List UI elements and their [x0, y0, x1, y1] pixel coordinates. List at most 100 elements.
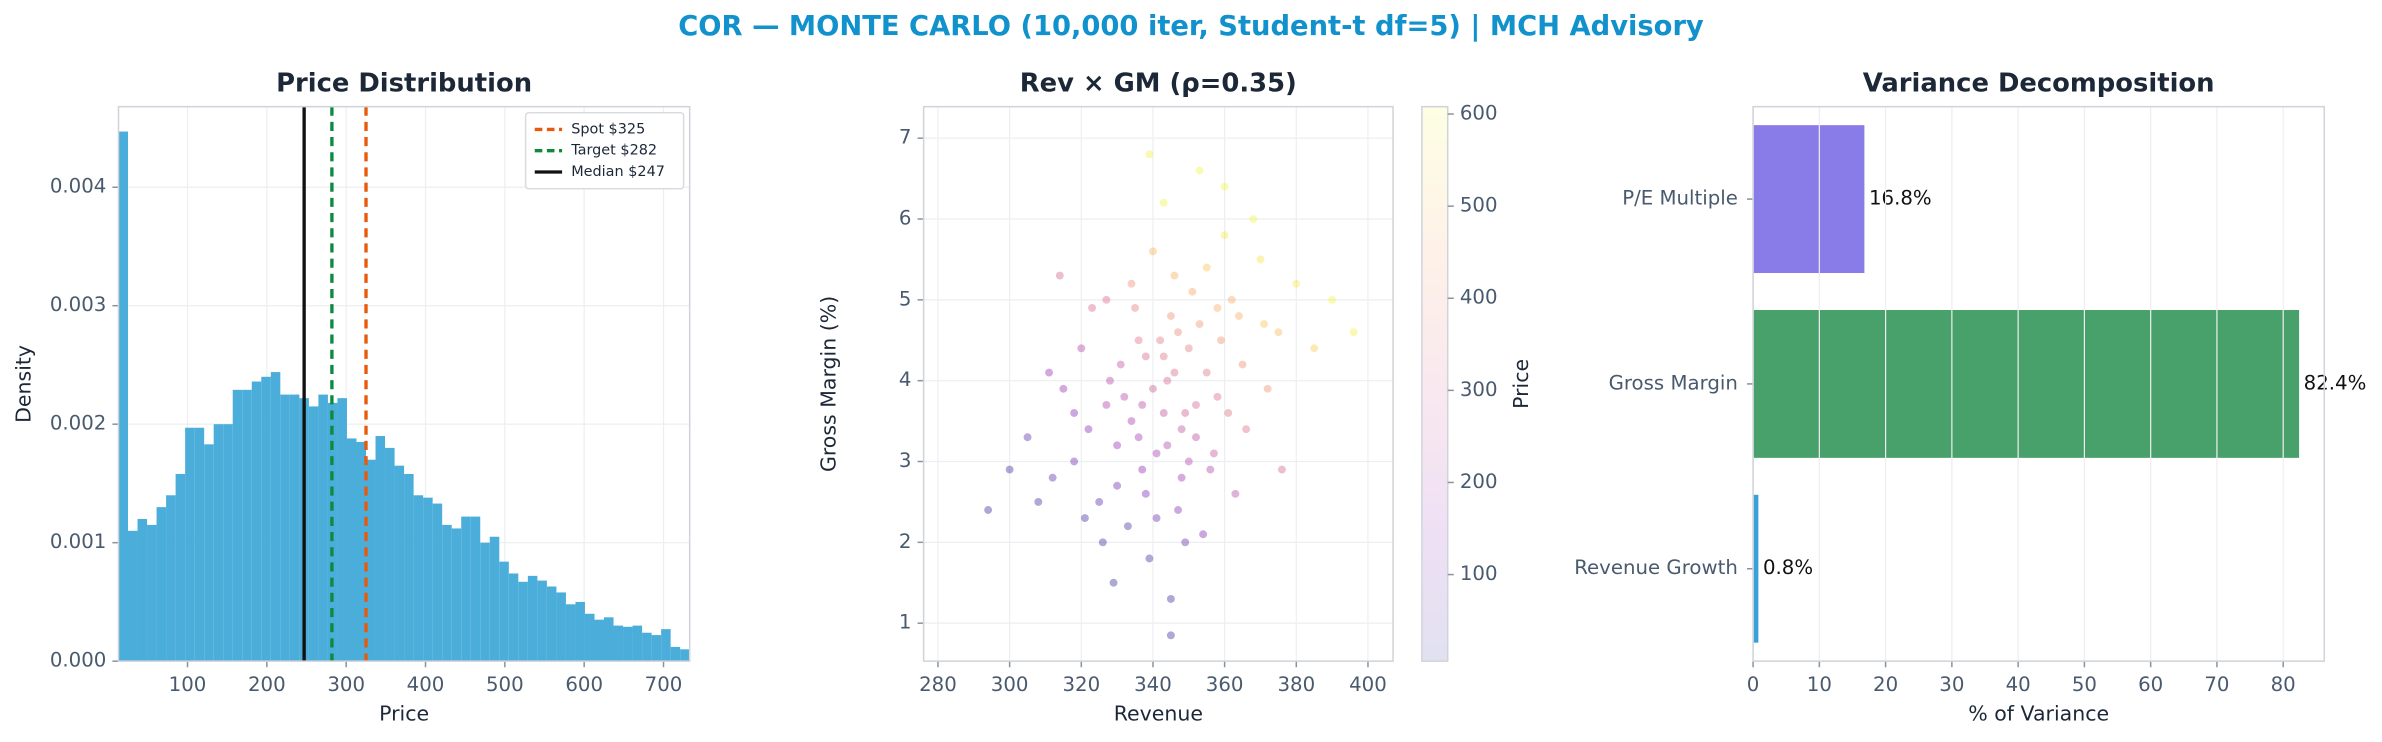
- histogram-bar: [346, 438, 357, 662]
- scatter-point: [1134, 433, 1143, 442]
- colorbar: [1421, 105, 1449, 662]
- histogram-bar: [527, 575, 538, 662]
- histogram-bar: [337, 398, 347, 662]
- histogram-bar: [366, 459, 376, 662]
- x-tick-label: 280: [919, 673, 957, 696]
- scatter-point: [1109, 578, 1118, 587]
- scatter-point: [1120, 392, 1129, 401]
- scatter-point: [1034, 497, 1043, 506]
- histogram-bar: [318, 394, 328, 662]
- scatter-point: [1224, 409, 1233, 417]
- histogram-bar: [423, 497, 433, 662]
- histogram-bar: [680, 649, 690, 662]
- y-tick-label: Gross Margin: [1609, 371, 1738, 394]
- scatter-point: [1213, 392, 1222, 401]
- histogram-bar: [242, 389, 252, 662]
- histogram-bar: [623, 626, 633, 662]
- scatter-point: [1145, 150, 1154, 159]
- histogram-bar: [508, 573, 519, 662]
- histogram-bar: [584, 613, 595, 662]
- scatter-point: [1106, 376, 1114, 385]
- y-tick-label: 4: [899, 368, 912, 391]
- x-tick-label: 70: [2204, 673, 2229, 696]
- scatter-point: [984, 506, 993, 514]
- x-tick-label: 700: [645, 673, 683, 696]
- histogram-bar: [537, 580, 547, 662]
- histogram-bar: [518, 581, 528, 662]
- histogram-bar: [204, 444, 214, 662]
- scatter-point: [1159, 409, 1168, 417]
- histogram-bar: [213, 424, 224, 662]
- histogram-bar: [404, 473, 414, 662]
- x-tick-label: 100: [169, 673, 207, 696]
- histogram-bar: [147, 524, 157, 662]
- scatter-point: [1235, 312, 1243, 320]
- histogram-bar: [451, 528, 462, 662]
- scatter-point: [1238, 360, 1247, 369]
- x-tick-label: 80: [2271, 673, 2296, 696]
- y-tick-label: 2: [899, 530, 912, 553]
- scatter-point: [1113, 441, 1122, 450]
- scatter-point: [1098, 538, 1107, 547]
- scatter-point: [1292, 279, 1301, 288]
- bar: [1753, 309, 2300, 458]
- colorbar-tick-label: 300: [1460, 378, 1498, 401]
- histogram-bar: [308, 406, 319, 662]
- histogram-bar: [185, 427, 195, 662]
- x-tick-label: 50: [2072, 673, 2097, 696]
- histogram-bar: [575, 601, 585, 662]
- histogram-bar: [594, 619, 605, 662]
- histogram-bar: [632, 625, 643, 662]
- histogram-bar: [137, 518, 148, 662]
- scatter-point: [1184, 344, 1193, 353]
- y-tick-label: 1: [899, 611, 912, 634]
- x-tick-label: 10: [1807, 673, 1832, 696]
- scatter-point: [1149, 247, 1157, 256]
- colorbar-label: Price: [1509, 359, 1533, 409]
- y-tick-label: Revenue Growth: [1574, 556, 1738, 579]
- scatter-point: [1349, 328, 1358, 337]
- x-axis-label: Revenue: [1114, 701, 1203, 725]
- y-tick-label: 0.002: [50, 412, 107, 435]
- scatter-point: [1102, 295, 1111, 304]
- scatter-point: [1177, 425, 1186, 434]
- histogram-bar: [194, 427, 205, 662]
- y-tick-label: P/E Multiple: [1622, 187, 1738, 210]
- histogram-bar: [432, 503, 443, 662]
- scatter-point: [1113, 481, 1122, 490]
- histogram-bar: [565, 604, 576, 662]
- scatter-point: [1274, 328, 1283, 337]
- scatter-point: [1131, 303, 1139, 312]
- histogram-bar: [556, 592, 566, 662]
- histogram-bar: [661, 629, 671, 662]
- value-label: 16.8%: [1869, 187, 1932, 210]
- scatter-point: [1227, 295, 1236, 304]
- histogram-bar: [651, 635, 662, 662]
- scatter-point: [1220, 231, 1229, 240]
- histogram-bar: [327, 402, 338, 662]
- x-tick-label: 600: [565, 673, 603, 696]
- scatter-point: [1188, 287, 1197, 296]
- scatter-point: [1195, 166, 1204, 175]
- scatter-point: [1263, 384, 1272, 393]
- histogram-bar: [470, 516, 481, 662]
- scatter-point: [1152, 514, 1161, 523]
- scatter-point: [1077, 344, 1086, 353]
- x-tick-label: 20: [1873, 673, 1898, 696]
- scatter-point: [1080, 514, 1089, 523]
- colorbar-tick-label: 400: [1460, 286, 1498, 309]
- x-tick-label: 30: [1939, 673, 1964, 696]
- scatter-point: [1231, 489, 1240, 498]
- scatter-point: [1166, 631, 1175, 640]
- colorbar-tick-label: 100: [1460, 562, 1498, 585]
- scatter-point: [1170, 368, 1179, 377]
- histogram-bar: [175, 473, 186, 662]
- scatter-point: [1045, 368, 1053, 377]
- histogram-bar: [289, 394, 300, 662]
- scatter-point: [1138, 400, 1147, 409]
- scatter-point: [1127, 279, 1136, 288]
- x-tick-label: 500: [486, 673, 524, 696]
- x-tick-label: 360: [1206, 673, 1244, 696]
- histogram-bar: [461, 516, 471, 662]
- histogram-bar: [223, 424, 233, 662]
